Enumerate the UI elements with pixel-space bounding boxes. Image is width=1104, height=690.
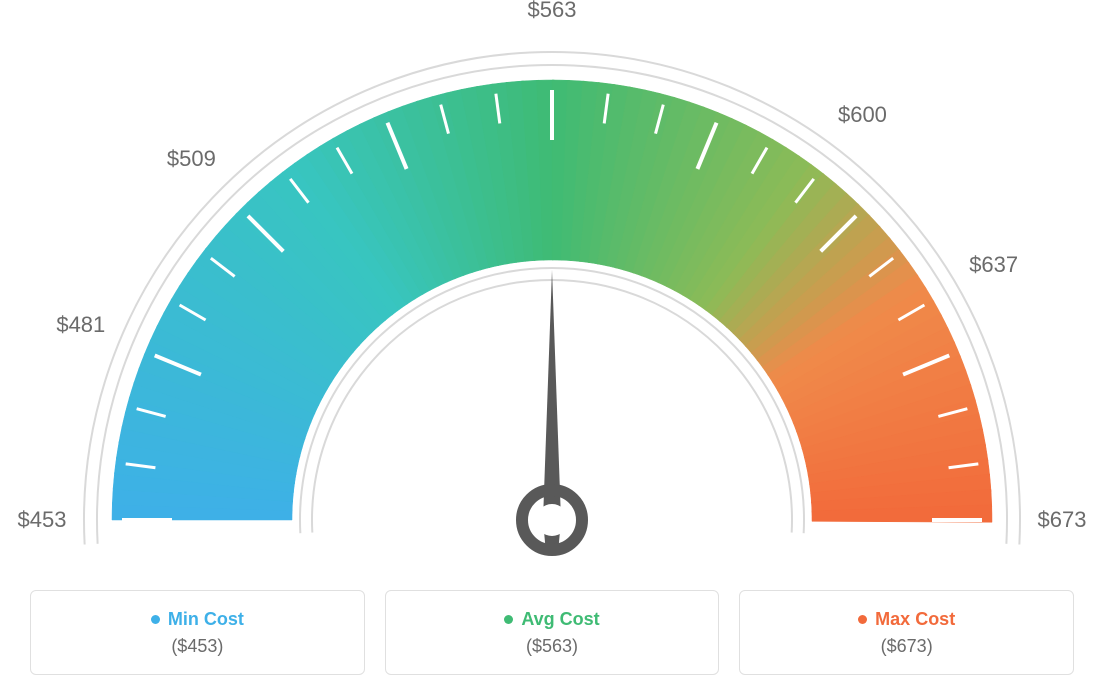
legend-min-title: Min Cost	[151, 609, 244, 630]
legend-avg-title: Avg Cost	[504, 609, 599, 630]
legend-max-dot	[858, 615, 867, 624]
legend-row: Min Cost ($453) Avg Cost ($563) Max Cost…	[0, 590, 1104, 690]
legend-min-value: ($453)	[171, 636, 223, 657]
legend-min-label: Min Cost	[168, 609, 244, 630]
gauge-tick-label: $600	[838, 102, 887, 128]
gauge-tick-label: $453	[18, 507, 67, 533]
gauge-tick-label: $481	[56, 312, 105, 338]
legend-max-value: ($673)	[881, 636, 933, 657]
legend-max-label: Max Cost	[875, 609, 955, 630]
gauge-tick-label: $563	[528, 0, 577, 23]
gauge-chart: $453 $481 $509 $563 $600 $637 $673	[0, 0, 1104, 570]
gauge-tick-label: $673	[1038, 507, 1087, 533]
gauge-tick-label: $509	[167, 146, 216, 172]
legend-avg-label: Avg Cost	[521, 609, 599, 630]
legend-avg-dot	[504, 615, 513, 624]
legend-avg-value: ($563)	[526, 636, 578, 657]
legend-avg-box: Avg Cost ($563)	[385, 590, 720, 675]
legend-max-box: Max Cost ($673)	[739, 590, 1074, 675]
legend-min-dot	[151, 615, 160, 624]
gauge-svg	[0, 0, 1104, 570]
gauge-tick-label: $637	[969, 252, 1018, 278]
legend-min-box: Min Cost ($453)	[30, 590, 365, 675]
legend-max-title: Max Cost	[858, 609, 955, 630]
